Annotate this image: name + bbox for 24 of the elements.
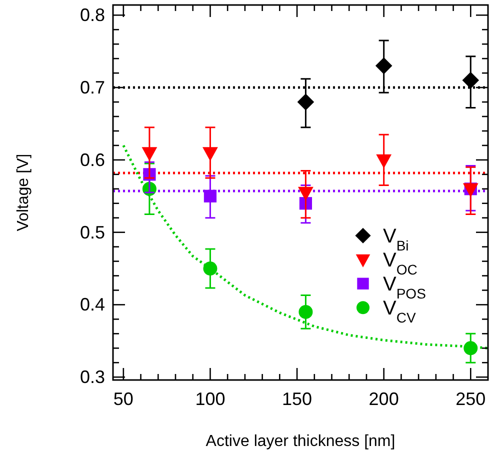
y-tick-label: 0.4 <box>80 294 105 315</box>
x-tick-label: 100 <box>195 389 226 409</box>
point <box>203 262 218 276</box>
point <box>376 154 392 168</box>
x-axis-title: Active layer thickness [nm] <box>206 433 396 450</box>
point <box>375 57 392 74</box>
x-tick-label: 200 <box>368 389 399 409</box>
y-axis-title: Voltage [V] <box>15 154 32 232</box>
y-tick-label: 0.5 <box>80 222 105 242</box>
x-tick-label: 50 <box>113 389 134 409</box>
point <box>298 186 314 201</box>
point <box>202 147 218 162</box>
point <box>298 304 313 319</box>
point <box>297 94 314 110</box>
x-tick-label: 250 <box>456 389 486 409</box>
point <box>464 341 478 356</box>
y-tick-label: 0.6 <box>80 150 105 170</box>
point <box>142 147 158 162</box>
y-tick-label: 0.3 <box>80 367 105 388</box>
point <box>204 190 217 202</box>
y-tick-label: 0.8 <box>80 5 105 26</box>
x-tick-label: 150 <box>282 389 312 409</box>
point <box>462 72 480 89</box>
y-tick-label: 0.7 <box>80 78 105 98</box>
